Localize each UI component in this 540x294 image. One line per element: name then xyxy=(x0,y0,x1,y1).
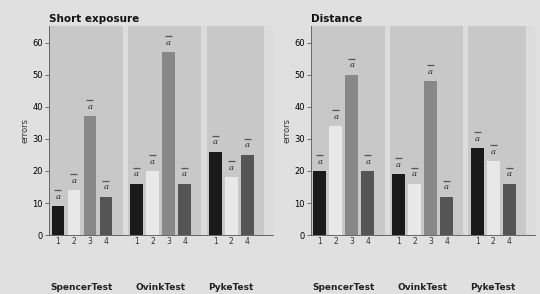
Text: a: a xyxy=(182,170,187,178)
Bar xyxy=(503,184,516,235)
Bar xyxy=(206,26,264,235)
Text: PykeTest: PykeTest xyxy=(208,283,254,292)
Bar xyxy=(225,177,238,235)
Text: a: a xyxy=(444,183,449,191)
Bar xyxy=(361,171,374,235)
Bar xyxy=(487,161,500,235)
Bar xyxy=(392,174,405,235)
Bar xyxy=(84,116,96,235)
Text: a: a xyxy=(150,158,155,166)
Bar xyxy=(130,184,143,235)
Text: a: a xyxy=(229,164,234,172)
Text: a: a xyxy=(87,103,92,111)
Bar xyxy=(329,126,342,235)
Bar xyxy=(469,26,526,235)
Bar xyxy=(99,197,112,235)
Text: a: a xyxy=(104,183,109,191)
Y-axis label: errors: errors xyxy=(21,118,30,143)
Bar xyxy=(440,197,453,235)
Text: a: a xyxy=(71,177,77,185)
Text: OvinkTest: OvinkTest xyxy=(136,283,186,292)
Text: a: a xyxy=(333,113,339,121)
Y-axis label: errors: errors xyxy=(282,118,292,143)
Text: a: a xyxy=(349,61,354,69)
Bar xyxy=(49,26,123,235)
Text: a: a xyxy=(491,148,496,156)
Text: a: a xyxy=(428,68,433,76)
Text: a: a xyxy=(507,170,512,178)
Bar xyxy=(424,81,437,235)
Text: a: a xyxy=(134,170,139,178)
Text: SpencerTest: SpencerTest xyxy=(313,283,375,292)
Text: a: a xyxy=(318,158,322,166)
Bar xyxy=(178,184,191,235)
Text: a: a xyxy=(396,161,401,169)
Bar xyxy=(346,75,359,235)
Text: a: a xyxy=(56,193,60,201)
Bar xyxy=(311,26,384,235)
Text: a: a xyxy=(213,138,218,146)
Bar xyxy=(209,152,222,235)
Bar xyxy=(162,52,175,235)
Bar xyxy=(146,171,159,235)
Text: a: a xyxy=(245,141,250,149)
Bar xyxy=(51,206,64,235)
Text: SpencerTest: SpencerTest xyxy=(51,283,113,292)
Text: Distance: Distance xyxy=(310,14,362,24)
Bar xyxy=(390,26,463,235)
Text: OvinkTest: OvinkTest xyxy=(397,283,448,292)
Text: Short exposure: Short exposure xyxy=(49,14,139,24)
Bar xyxy=(241,155,254,235)
Bar xyxy=(128,26,201,235)
Text: a: a xyxy=(366,158,370,166)
Bar xyxy=(408,184,421,235)
Bar xyxy=(314,171,326,235)
Bar xyxy=(471,148,484,235)
Text: PykeTest: PykeTest xyxy=(470,283,516,292)
Text: a: a xyxy=(412,170,417,178)
Text: a: a xyxy=(475,135,480,143)
Text: a: a xyxy=(166,39,171,47)
Bar xyxy=(68,190,80,235)
